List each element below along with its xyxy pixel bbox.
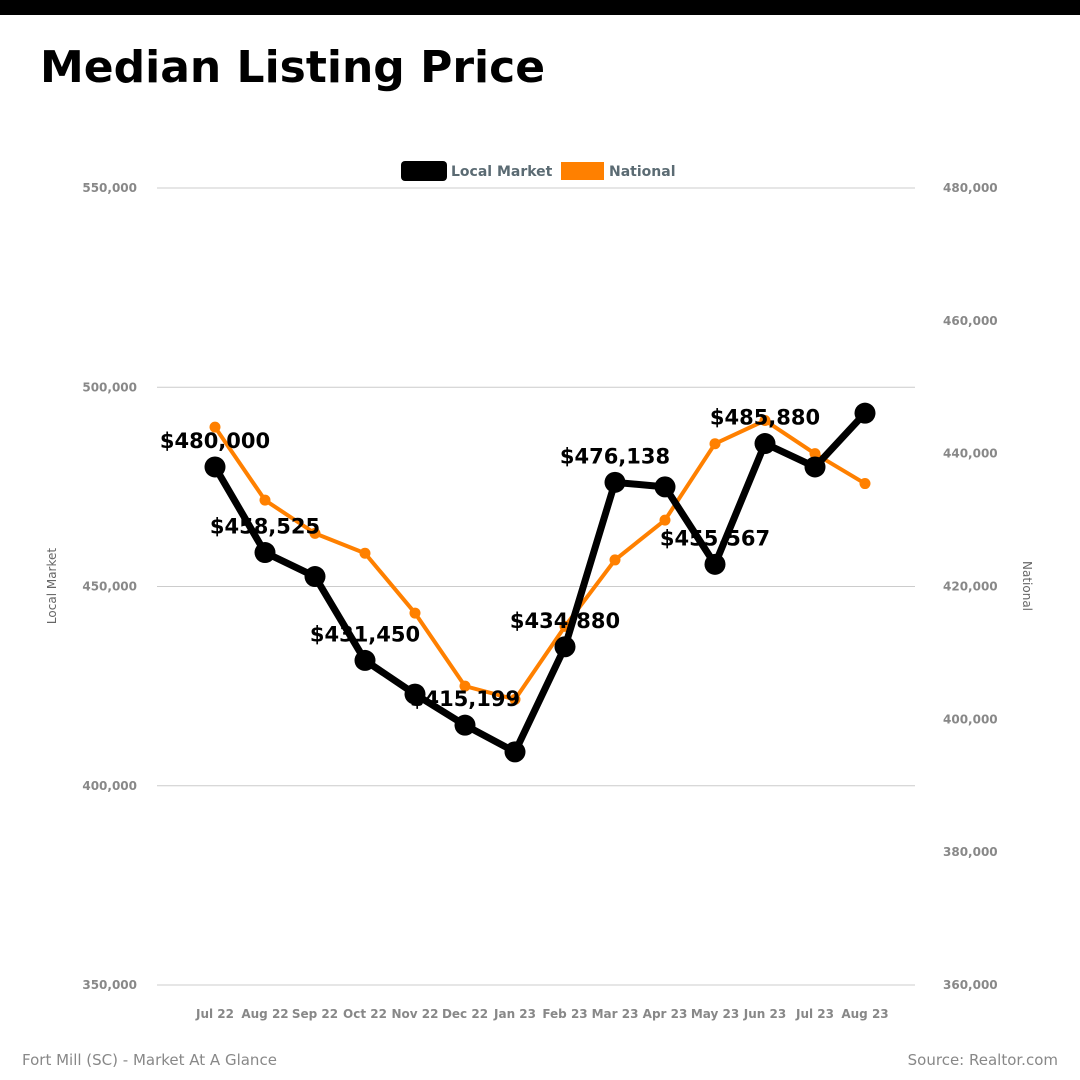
local-market-point	[854, 402, 876, 424]
top-bar	[0, 0, 1080, 15]
local-market-data-label: $415,199	[410, 687, 520, 711]
national-point	[409, 607, 421, 619]
legend: Local Market National	[401, 161, 676, 181]
gridlines	[157, 187, 915, 986]
national-point	[359, 547, 371, 559]
local-market-point	[454, 714, 476, 736]
x-tick-label: Nov 22	[392, 1007, 439, 1021]
x-tick-label: Oct 22	[343, 1007, 387, 1021]
right-tick-label: 360,000	[943, 978, 998, 992]
right-tick-label: 440,000	[943, 447, 998, 461]
x-tick-label: Mar 23	[592, 1007, 639, 1021]
data-labels: $480,000 $458,525 $431,450 $415,199 $434,880…	[160, 406, 820, 712]
right-tick-label: 480,000	[943, 181, 998, 195]
left-tick-label: 450,000	[82, 580, 137, 594]
national-point	[809, 448, 821, 460]
x-tick-label: Feb 23	[542, 1007, 587, 1021]
local-market-data-label: $476,138	[560, 444, 670, 468]
national-point	[309, 527, 321, 539]
local-market-point	[504, 741, 526, 763]
local-market-point	[354, 649, 376, 671]
national-point	[609, 554, 621, 566]
right-axis-title: National	[1020, 561, 1034, 611]
local-market-data-label: $455,567	[660, 526, 770, 550]
x-tick-label: Aug 23	[841, 1007, 888, 1021]
national-point	[459, 680, 471, 692]
local-market-point	[704, 553, 726, 575]
right-tick-label: 460,000	[943, 314, 998, 328]
national-point	[659, 514, 671, 526]
local-market-data-label: $480,000	[160, 429, 270, 453]
local-market-line	[211, 410, 868, 756]
local-market-point	[404, 683, 426, 705]
right-tick-label: 400,000	[943, 712, 998, 726]
right-tick-label: 380,000	[943, 845, 998, 859]
left-tick-label: 350,000	[82, 978, 137, 992]
legend-swatch-local-market	[401, 161, 447, 181]
national-point	[509, 693, 521, 705]
right-tick-label: 420,000	[943, 580, 998, 594]
local-market-point	[554, 636, 576, 658]
left-tick-label: 400,000	[82, 779, 137, 793]
footer-market-caption: Fort Mill (SC) - Market At A Glance	[22, 1051, 277, 1069]
local-market-data-label: $485,880	[710, 406, 820, 430]
x-tick-label: Sep 22	[292, 1007, 338, 1021]
chart-title: Median Listing Price	[40, 42, 546, 93]
x-tick-label: Jan 23	[493, 1007, 536, 1021]
local-market-point	[804, 456, 826, 478]
national-point	[709, 438, 721, 450]
local-market-data-label: $434,880	[510, 609, 620, 633]
national-point	[209, 421, 221, 433]
local-market-point	[254, 542, 276, 564]
x-tick-label: May 23	[691, 1007, 739, 1021]
x-tick-label: Aug 22	[241, 1007, 288, 1021]
local-market-data-label: $458,525	[210, 515, 320, 539]
national-point	[859, 478, 871, 490]
national-point	[259, 494, 271, 506]
x-tick-label: Jun 23	[743, 1007, 786, 1021]
national-point	[759, 414, 771, 426]
left-axis-title: Local Market	[45, 548, 59, 624]
legend-label-national: National	[609, 164, 676, 180]
local-market-point	[304, 566, 326, 588]
national-line	[213, 418, 867, 702]
x-tick-label: Dec 22	[442, 1007, 488, 1021]
left-tick-label: 550,000	[82, 181, 137, 195]
series	[204, 402, 876, 763]
local-market-point	[604, 471, 626, 493]
local-market-point	[204, 456, 226, 478]
local-market-point	[654, 476, 676, 498]
legend-swatch-national	[561, 162, 604, 180]
footer-source: Source: Realtor.com	[907, 1051, 1058, 1069]
x-tick-label: Jul 23	[795, 1007, 834, 1021]
left-tick-label: 500,000	[82, 380, 137, 394]
x-tick-label: Apr 23	[643, 1007, 688, 1021]
local-market-data-label: $431,450	[310, 622, 420, 646]
local-market-point	[754, 433, 776, 455]
axes: 550,000 500,000 450,000 400,000 350,000 480,0…	[45, 181, 1034, 1021]
legend-label-local-market: Local Market	[451, 164, 553, 180]
x-tick-label: Jul 22	[195, 1007, 234, 1021]
